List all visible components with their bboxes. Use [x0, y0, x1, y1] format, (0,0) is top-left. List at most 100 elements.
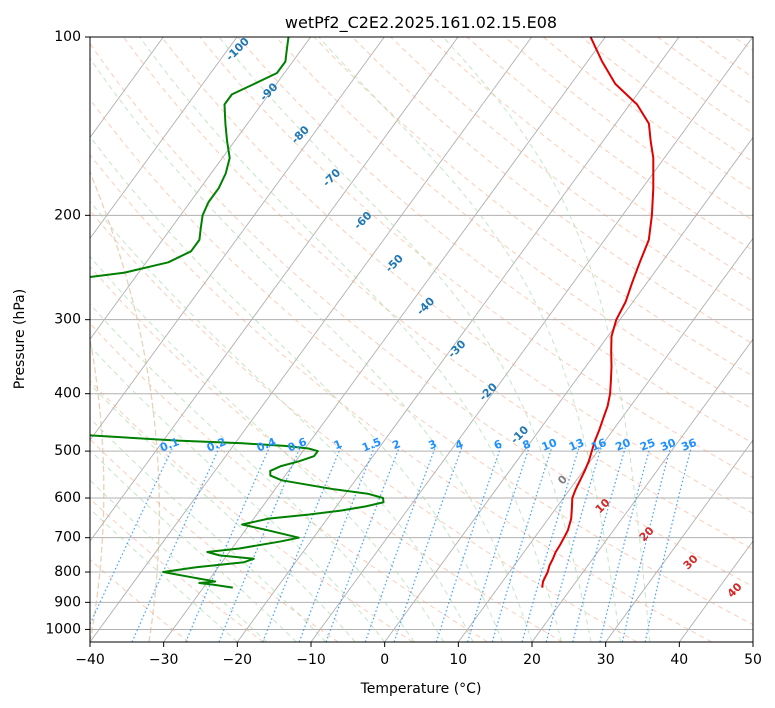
isotherm-line: [605, 439, 753, 642]
mixing-ratio-line: [262, 445, 342, 642]
mixing-ratio-label: 36: [679, 436, 698, 454]
y-axis-label: Pressure (hPa): [12, 289, 28, 389]
x-tick-label: −10: [296, 652, 326, 668]
plot-frame: [89, 36, 754, 643]
y-tick-label: 400: [54, 386, 81, 402]
dry-adiabat-line: [90, 380, 414, 642]
isotherm-line: [90, 37, 459, 542]
y-tick-label: 700: [54, 530, 81, 546]
mixing-ratio-line: [644, 445, 693, 642]
adiabat-label: 0: [555, 472, 570, 487]
dry-adiabat-line: [352, 37, 753, 345]
mixing-ratio-label: 6: [492, 437, 504, 452]
mixing-ratio-line: [521, 445, 581, 642]
mixing-ratio-label: 30: [659, 436, 678, 454]
dry-adiabat-line: [466, 37, 753, 251]
mixing-ratio-label: 3: [427, 437, 439, 452]
y-tick-label: 300: [54, 312, 81, 328]
adiabat-label: -40: [414, 294, 437, 317]
mixing-ratio-line: [185, 445, 271, 642]
moist-adiabat-line: [90, 508, 238, 642]
mixing-ratio-label: 0.4: [255, 435, 278, 454]
isotherm-line: [90, 37, 312, 341]
y-tick-label: 600: [54, 490, 81, 506]
x-tick-label: −20: [223, 652, 253, 668]
mixing-ratio-line: [90, 445, 174, 626]
dewpoint-line: [90, 37, 385, 589]
reference-curve: [90, 170, 160, 642]
adiabat-label: -30: [445, 337, 468, 360]
background-reference-lines: [90, 37, 753, 642]
moist-adiabat-line: [90, 303, 415, 642]
mixing-ratio-line: [218, 445, 302, 642]
moist-adiabat-line: [442, 37, 651, 642]
dry-adiabat-line: [90, 498, 264, 642]
mixing-ratio-label: 0.6: [286, 435, 309, 454]
dry-adiabat-line: [619, 37, 753, 134]
isotherm-line: [678, 540, 753, 642]
mixing-ratio-label: 4: [453, 437, 465, 452]
isotherm-line: [457, 237, 753, 642]
mixing-ratio-line: [545, 445, 603, 642]
mixing-ratio-label: 10: [540, 436, 559, 454]
adiabat-label: 40: [725, 580, 745, 600]
mixing-ratio-label: 13: [567, 436, 586, 454]
y-tick-label: 500: [54, 443, 81, 459]
x-axis-label: Temperature (°C): [360, 681, 482, 697]
adiabat-label: -80: [289, 123, 312, 146]
x-tick-label: −30: [149, 652, 179, 668]
mixing-ratio-line: [599, 445, 651, 642]
isotherm-line: [752, 641, 753, 642]
temperature-line: [541, 37, 655, 588]
mixing-ratio-line: [393, 445, 463, 642]
mixing-ratio-label: 2: [390, 437, 402, 452]
chart-title: wetPf2_C2E2.2025.161.02.15.E08: [285, 13, 557, 33]
mixing-ratio-label: 1.5: [360, 435, 383, 454]
moist-adiabat-line: [90, 135, 503, 642]
dry-adiabat-line: [199, 37, 753, 479]
x-tick-label: 20: [523, 652, 541, 668]
adiabat-label: -50: [383, 252, 406, 275]
mixing-ratio-label: 8: [521, 437, 533, 452]
dry-adiabat-line: [90, 265, 563, 642]
mixing-ratio-line: [298, 445, 376, 642]
dry-adiabat-line: [90, 558, 190, 642]
mixing-ratio-line: [466, 445, 531, 642]
y-tick-label: 900: [54, 594, 81, 610]
series-layer: [90, 37, 655, 589]
dry-adiabat-line: [390, 37, 753, 313]
adiabat-label: 10: [593, 496, 613, 516]
dry-adiabat-line: [90, 209, 638, 642]
dry-adiabat-line: [695, 37, 753, 79]
mixing-ratio-line: [572, 445, 627, 642]
mixing-ratio-line: [325, 445, 401, 642]
moist-adiabat-line: [90, 345, 386, 642]
moist-adiabat-line: [90, 417, 327, 642]
dry-adiabat-line: [504, 37, 753, 221]
moist-adiabat-line: [139, 37, 562, 642]
isotherm-line: [90, 37, 238, 240]
reference-curve: [90, 335, 105, 642]
x-tick-label: 40: [670, 652, 688, 668]
mixing-ratio-line: [364, 445, 437, 642]
moist-adiabat-line: [318, 37, 621, 642]
dry-adiabat-line: [90, 42, 753, 588]
dry-adiabat-line: [90, 98, 753, 626]
x-axis-ticks: −40 −30 −20 −10 0 10 20 30 40 50: [75, 642, 762, 668]
adiabat-label: -20: [477, 380, 500, 403]
dry-adiabat-line: [123, 37, 753, 551]
dry-adiabat-line: [90, 438, 339, 642]
y-tick-label: 800: [54, 564, 81, 580]
adiabat-label: -60: [351, 209, 374, 232]
dry-adiabat-line: [161, 37, 753, 514]
mixing-ratio-label: 20: [613, 436, 632, 454]
mixing-ratio-line: [621, 445, 672, 642]
y-tick-label: 100: [54, 29, 81, 45]
dry-adiabat-line: [657, 37, 753, 106]
mixing-ratio-line: [491, 445, 553, 642]
moist-adiabat-line: [90, 200, 474, 642]
x-tick-label: 10: [449, 652, 467, 668]
moist-adiabat-line: [90, 449, 297, 642]
isotherm-line: [236, 37, 680, 642]
dry-adiabat-line: [428, 37, 753, 282]
